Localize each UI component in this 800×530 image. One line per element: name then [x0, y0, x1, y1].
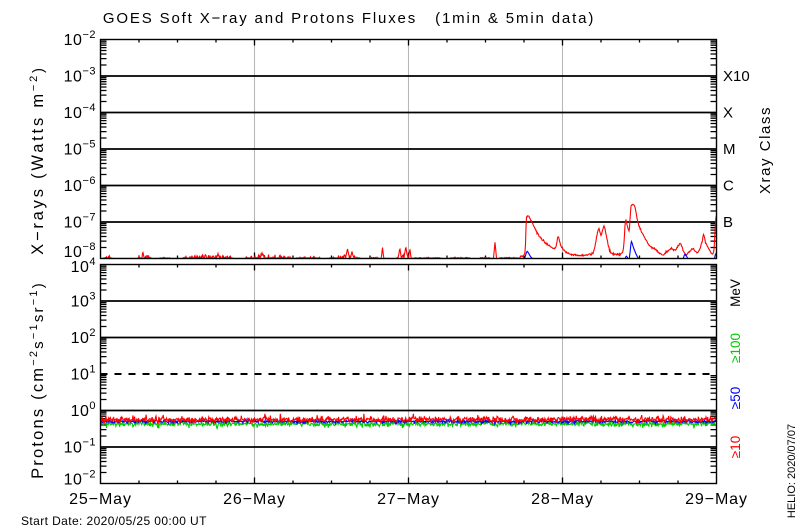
svg-text:M: M: [723, 141, 736, 158]
svg-text:Xray Class: Xray Class: [757, 106, 774, 194]
svg-text:≥50: ≥50: [728, 387, 743, 409]
svg-text:25−May: 25−May: [69, 491, 132, 508]
svg-text:26−May: 26−May: [223, 491, 286, 508]
svg-text:27−May: 27−May: [377, 491, 440, 508]
svg-text:Start Date: 2020/05/25 00:00 U: Start Date: 2020/05/25 00:00 UT: [21, 514, 207, 528]
svg-text:103: 103: [71, 291, 96, 311]
svg-text:GOES Soft X−ray and Protons Fl: GOES Soft X−ray and Protons Fluxes (1min…: [103, 10, 595, 27]
svg-text:≥100: ≥100: [728, 333, 743, 363]
svg-text:X−rays (Watts m−2): X−rays (Watts m−2): [28, 65, 47, 255]
svg-text:≥10: ≥10: [728, 436, 743, 458]
svg-text:B: B: [723, 214, 733, 231]
svg-text:28−May: 28−May: [531, 491, 594, 508]
svg-text:HELIO: 2020/07/07: HELIO: 2020/07/07: [786, 424, 798, 518]
svg-text:Protons (cm−2s−1sr−1): Protons (cm−2s−1sr−1): [28, 281, 47, 479]
svg-text:102: 102: [71, 327, 96, 347]
svg-text:104: 104: [71, 256, 96, 276]
svg-text:C: C: [723, 178, 734, 195]
svg-text:X: X: [723, 105, 733, 122]
svg-text:X10: X10: [723, 68, 750, 85]
svg-text:MeV: MeV: [728, 279, 743, 307]
svg-text:100: 100: [71, 400, 96, 420]
svg-text:101: 101: [71, 364, 96, 384]
svg-text:29−May: 29−May: [685, 491, 748, 508]
